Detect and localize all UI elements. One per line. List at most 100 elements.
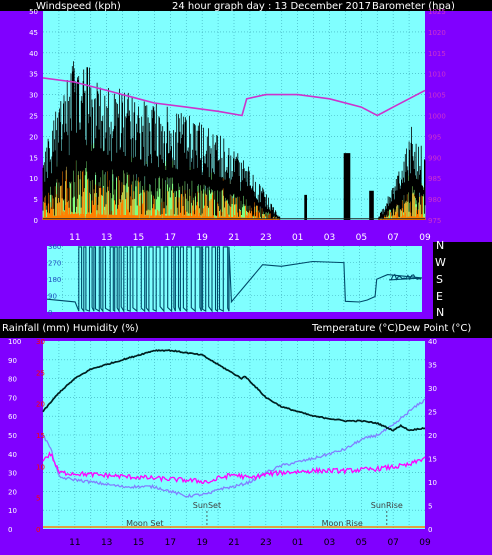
series-layer bbox=[42, 61, 426, 528]
humidity-y-tick-label: 70 bbox=[8, 394, 17, 402]
top-x-tick-label: 01 bbox=[292, 233, 303, 243]
humidity-y-tick-label: 20 bbox=[8, 488, 17, 496]
bottom-x-tick-label: 09 bbox=[419, 538, 431, 548]
wind-y-tick-label: 40 bbox=[29, 50, 38, 58]
humidity-y-tick-label: 90 bbox=[8, 357, 17, 365]
rainfall-y-tick-label: 10 bbox=[36, 463, 45, 471]
top-x-tick-label: 19 bbox=[196, 233, 208, 243]
wind-y-tick-label: 45 bbox=[29, 29, 38, 37]
top-x-tick-label: 05 bbox=[356, 233, 367, 243]
bottom-x-tick-label: 23 bbox=[260, 538, 271, 548]
direction-y-tick-label: 0 bbox=[48, 309, 52, 317]
top-x-tick-label: 07 bbox=[387, 233, 398, 243]
baro-y-tick-label: 1020 bbox=[428, 29, 446, 37]
top-x-tick-label: 17 bbox=[165, 233, 176, 243]
baro-y-tick-label: 975 bbox=[428, 217, 441, 225]
rainfall-y-tick-label: 20 bbox=[36, 401, 45, 409]
compass-n-top: N bbox=[436, 239, 444, 252]
rainfall-y-tick-label: 30 bbox=[36, 338, 45, 346]
temperature-y-tick-label: 15 bbox=[428, 456, 437, 464]
rainfall-y-tick-label: 15 bbox=[36, 432, 45, 440]
bottom-x-tick-label: 13 bbox=[101, 538, 112, 548]
baro-y-tick-label: 1000 bbox=[428, 113, 446, 121]
top-header-center: 24 hour graph day : 13 December 2017 bbox=[172, 1, 371, 12]
moon-marker-label: Moon Rise bbox=[322, 519, 363, 528]
rainfall-y-tick-label: 5 bbox=[36, 495, 40, 503]
direction-y-tick-label: 360 bbox=[48, 243, 61, 251]
bottom-x-tick-label: 21 bbox=[228, 538, 239, 548]
top-x-tick-label: 23 bbox=[260, 233, 271, 243]
direction-y-tick-label: 270 bbox=[48, 260, 61, 268]
baro-y-tick-label: 1015 bbox=[428, 50, 446, 58]
rainfall-y-tick-label: 25 bbox=[36, 369, 45, 377]
compass-s: S bbox=[436, 273, 443, 286]
bottom-x-tick-label: 05 bbox=[356, 538, 367, 548]
temperature-y-tick-label: 0 bbox=[428, 526, 432, 534]
top-x-tick-label: 21 bbox=[228, 233, 239, 243]
baro-y-tick-label: 985 bbox=[428, 175, 441, 183]
humidity-y-tick-label: 80 bbox=[8, 376, 17, 384]
wind-y-tick-label: 20 bbox=[29, 133, 38, 141]
humidity-y-tick-label: 0 bbox=[8, 526, 12, 534]
humidity-y-tick-label: 40 bbox=[8, 451, 17, 459]
direction-y-tick-label: 180 bbox=[48, 276, 61, 284]
top-x-tick-label: 13 bbox=[101, 233, 112, 243]
compass-e: E bbox=[436, 290, 443, 303]
humidity-y-tick-label: 100 bbox=[8, 338, 21, 346]
temperature-y-tick-label: 35 bbox=[428, 362, 437, 370]
bottom-x-tick-label: 17 bbox=[165, 538, 176, 548]
baro-y-tick-label: 980 bbox=[428, 196, 441, 204]
bottom-header-right: Temperature (°C)Dew Point (°C) bbox=[311, 323, 471, 334]
baro-y-tick-label: 1025 bbox=[428, 8, 446, 16]
moon-marker-label: Moon Set bbox=[126, 519, 163, 528]
temperature-y-tick-label: 30 bbox=[428, 385, 437, 393]
wind-speed-series bbox=[42, 61, 426, 220]
baro-y-tick-label: 990 bbox=[428, 154, 441, 162]
tick-layer: 0510152025303540455097598098599099510001… bbox=[8, 8, 446, 548]
bottom-x-tick-label: 19 bbox=[196, 538, 208, 548]
baro-y-tick-label: 1005 bbox=[428, 92, 446, 100]
top-x-tick-label: 15 bbox=[133, 233, 144, 243]
humidity-y-tick-label: 30 bbox=[8, 470, 17, 478]
baro-y-tick-label: 1010 bbox=[428, 71, 446, 79]
wind-y-tick-label: 30 bbox=[29, 92, 38, 100]
wind-direction-series bbox=[46, 246, 423, 314]
humidity-series bbox=[42, 451, 426, 485]
bottom-x-tick-label: 15 bbox=[133, 538, 144, 548]
bottom-x-tick-label: 11 bbox=[69, 538, 80, 548]
temperature-y-tick-label: 10 bbox=[428, 479, 437, 487]
baro-y-tick-label: 995 bbox=[428, 133, 441, 141]
bottom-header-left: Rainfall (mm) Humidity (%) bbox=[2, 323, 139, 334]
dew-point-series bbox=[42, 398, 426, 498]
rainfall-y-tick-label: 0 bbox=[36, 526, 40, 534]
top-x-tick-label: 03 bbox=[324, 233, 335, 243]
humidity-y-tick-label: 10 bbox=[8, 507, 17, 515]
sun-marker-label: SunSet bbox=[193, 501, 221, 510]
wind-y-tick-label: 10 bbox=[29, 175, 38, 183]
bottom-x-tick-label: 07 bbox=[387, 538, 398, 548]
temperature-y-tick-label: 25 bbox=[428, 409, 437, 417]
wind-y-tick-label: 35 bbox=[29, 71, 38, 79]
top-x-tick-label: 11 bbox=[69, 233, 80, 243]
wind-y-tick-label: 25 bbox=[29, 113, 38, 121]
wind-y-tick-label: 50 bbox=[29, 8, 38, 16]
compass-n-bottom: N bbox=[436, 306, 444, 319]
temperature-series bbox=[42, 349, 426, 432]
wind-y-tick-label: 15 bbox=[29, 154, 38, 162]
compass-w: W bbox=[435, 256, 446, 269]
temperature-y-tick-label: 20 bbox=[428, 432, 437, 440]
temperature-y-tick-label: 5 bbox=[428, 503, 432, 511]
humidity-y-tick-label: 50 bbox=[8, 432, 17, 440]
top-x-tick-label: 09 bbox=[419, 233, 431, 243]
bottom-x-tick-label: 01 bbox=[292, 538, 303, 548]
direction-y-tick-label: 90 bbox=[48, 293, 57, 301]
bottom-x-tick-label: 03 bbox=[324, 538, 335, 548]
wind-y-tick-label: 0 bbox=[34, 217, 38, 225]
wind-y-tick-label: 5 bbox=[34, 196, 38, 204]
barometer-series bbox=[42, 77, 426, 117]
sun-marker-label: SunRise bbox=[371, 501, 403, 510]
top-header-left: Windspeed (kph) bbox=[36, 1, 121, 12]
humidity-y-tick-label: 60 bbox=[8, 413, 17, 421]
top-header-right: Barometer (hpa) bbox=[372, 1, 455, 12]
